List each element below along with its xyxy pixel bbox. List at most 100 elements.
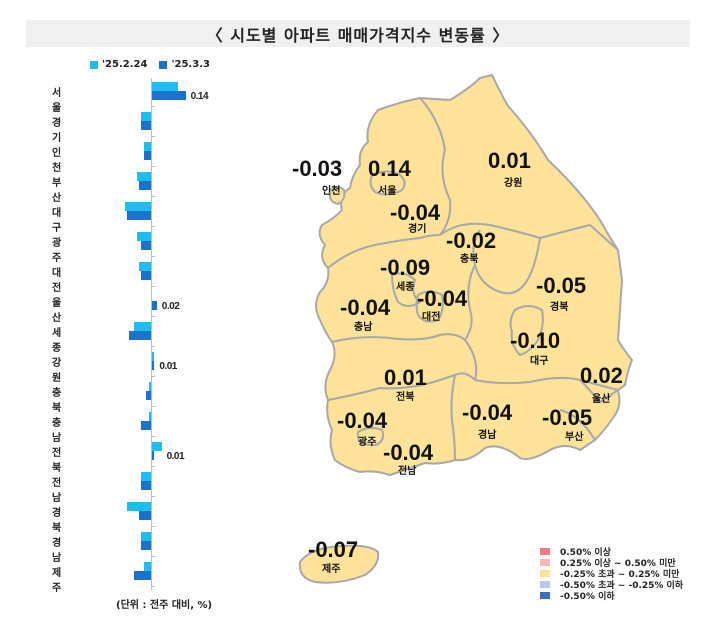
jeju-shape [298,544,380,584]
chart-legend: '25.2.24 '25.3.3 [90,59,210,70]
map-legend: 0.50% 이상 0.25% 이상 ~ 0.50% 미만 -0.25% 초과 ~ 0… [540,546,683,602]
region-label: 경북 [52,508,62,534]
map-region-value: 0.02 [580,363,623,388]
map-region-value: -0.04 [417,286,468,311]
bar-curr [152,361,155,370]
bar-prev [124,202,151,211]
bar-prev [143,142,151,151]
map-legend-swatch [540,548,550,555]
legend-label-curr: '25.3.3 [171,59,210,70]
map-region-name: 경기 [408,224,427,235]
korea-map: -0.03 인천 0.14 서울 -0.04 경기 0.01 강원 -0.02 충북 -0.09 세종… [280,70,640,604]
bar-prev [148,412,151,421]
map-region-name: 충북 [460,254,479,265]
map-region-name: 광주 [358,437,377,448]
bar-prev [136,232,151,241]
bar-prev [136,172,151,181]
value-label: 0.02 [161,301,180,312]
region-label: 제주 [52,568,62,594]
region-label: 전남 [52,478,62,504]
chart-axis [151,78,152,590]
map-legend-label: -0.50% 이하 [560,592,615,602]
axis-tick [151,556,155,557]
bar-prev [127,502,151,511]
legend-swatch-prev [90,60,98,69]
legend-swatch-curr [159,60,168,69]
map-region-name: 제주 [322,564,341,575]
value-label: 0.14 [190,91,209,102]
axis-tick [151,136,155,137]
map-region-value: -0.10 [510,328,561,353]
mainland-shape [315,74,633,476]
map-legend-swatch [540,559,550,566]
region-label: 울산 [52,298,62,324]
region-label: 강원 [52,358,62,384]
bar-curr [134,571,151,580]
region-label: 충남 [52,418,62,444]
map-region-name: 경북 [550,302,569,313]
map-legend-swatch [540,570,550,577]
value-label: 0.01 [159,361,177,372]
map-region-name: 전북 [396,392,415,403]
bar-curr [143,151,151,160]
axis-tick [151,436,155,437]
map-region-name: 충남 [354,322,373,333]
map-legend-swatch [540,581,550,588]
bar-curr [152,91,186,100]
bar-prev [152,352,155,361]
legend-item-prev: '25.2.24 [90,59,147,70]
map-region-value: -0.04 [340,295,391,320]
map-region-value: -0.04 [390,200,441,225]
bar-prev [141,112,151,121]
bar-prev [141,472,151,481]
axis-tick [151,466,155,467]
map-region-name: 부산 [565,432,584,443]
map-region-value: 0.01 [384,365,427,390]
axis-tick [151,106,155,107]
bar-prev [152,442,162,451]
bar-prev [143,562,151,571]
map-region-value: -0.04 [383,440,434,465]
map-region-name: 인천 [322,186,341,197]
bar-curr [129,331,151,340]
map-region-value: -0.02 [446,228,497,253]
legend-label-prev: '25.2.24 [102,59,148,70]
map-region-name: 경남 [478,430,497,441]
map-region-value: -0.07 [308,537,359,562]
bar-prev [141,532,151,541]
region-label: 광주 [52,238,62,264]
legend-item-curr: '25.3.3 [159,59,210,70]
map-region-name: 전남 [398,466,417,477]
map-region-value: 0.01 [488,148,531,173]
map-region-value: 0.14 [368,156,411,181]
map-legend-label: 0.25% 이상 ~ 0.50% 미만 [560,559,676,569]
map-legend-item: 0.50% 이상 [540,546,683,558]
region-label: 전북 [52,448,62,474]
value-label: 0.01 [166,451,185,462]
map-legend-item: -0.25% 초과 ~ 0.25% 미만 [540,568,683,580]
axis-tick [151,586,155,587]
bar-curr [146,391,151,400]
map-legend-item: 0.25% 이상 ~ 0.50% 미만 [540,557,683,569]
axis-tick [151,316,155,317]
map-svg [298,74,633,584]
bar-prev [139,262,151,271]
axis-tick [151,256,155,257]
bar-prev [148,382,151,391]
map-region-value: -0.03 [292,156,343,181]
map-region-name: 강원 [504,178,523,189]
region-label: 충북 [52,388,62,414]
axis-tick [151,196,155,197]
bar-curr [152,451,155,460]
incheon-island-shape [328,186,346,205]
map-region-value: -0.04 [337,408,388,433]
region-label: 대구 [52,208,62,234]
region-label: 부산 [52,178,62,204]
bar-curr [141,541,151,550]
axis-tick [151,496,155,497]
map-legend-label: 0.50% 이상 [560,548,611,558]
map-region-value: -0.04 [462,400,513,425]
bar-curr [141,421,151,430]
unit-note: (단위 : 전주 대비, %) [116,600,213,611]
map-region-value: -0.05 [536,273,587,298]
